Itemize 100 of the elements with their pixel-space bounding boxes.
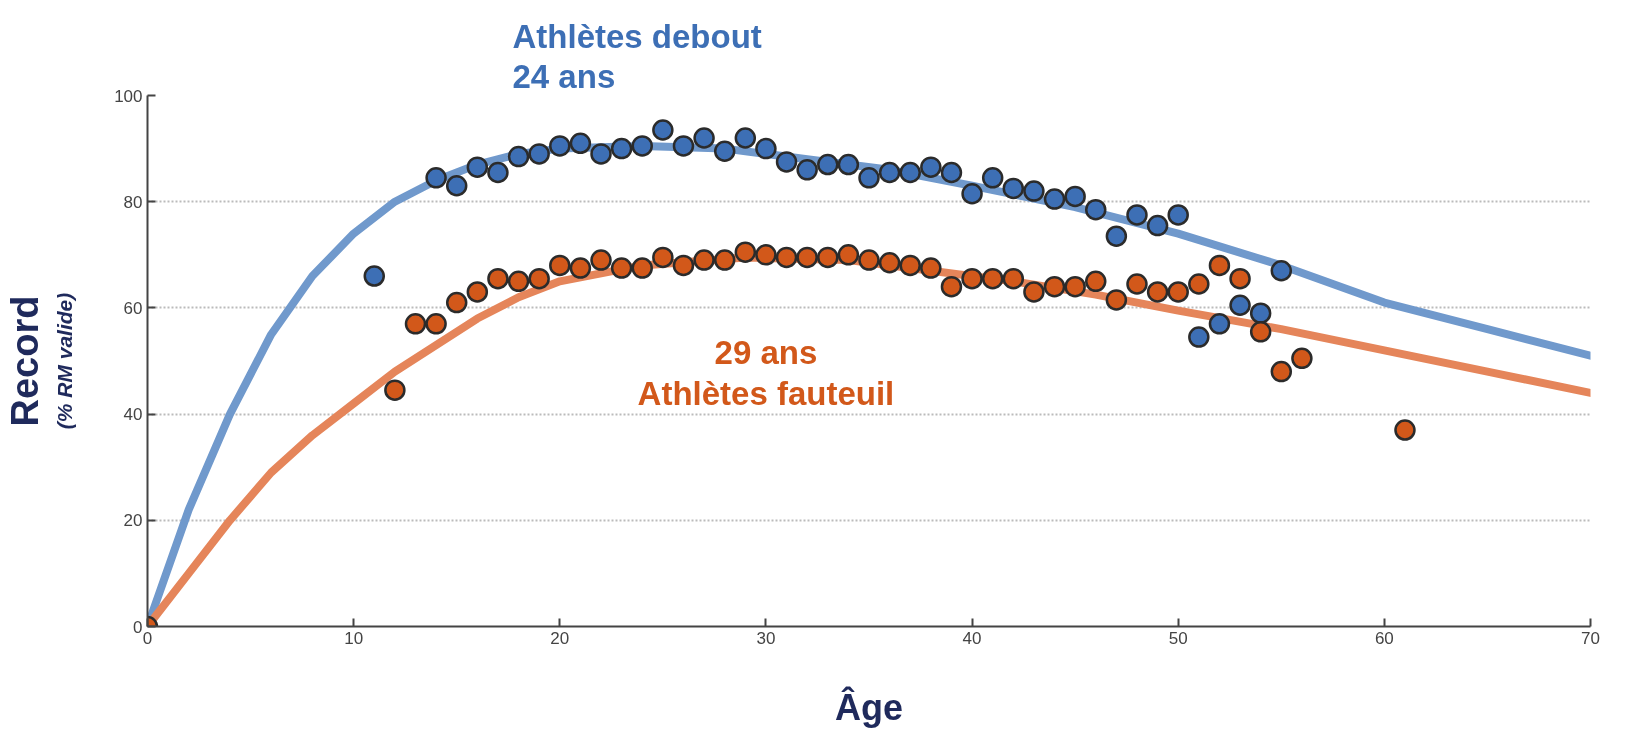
point <box>445 175 468 197</box>
point <box>1043 275 1066 298</box>
point <box>796 246 818 269</box>
point <box>652 246 674 269</box>
x-tick-label: 30 <box>756 628 776 648</box>
point <box>1249 321 1272 343</box>
point <box>940 161 963 184</box>
point <box>1249 302 1272 324</box>
point <box>507 145 530 168</box>
point <box>528 267 550 290</box>
point <box>1126 273 1148 295</box>
point <box>569 257 592 279</box>
point <box>899 161 921 184</box>
point <box>693 249 715 271</box>
point <box>672 135 695 157</box>
point <box>590 249 612 271</box>
text: (% RM valide) <box>53 292 77 430</box>
y-tick-label: 20 <box>123 511 143 531</box>
point <box>507 270 530 293</box>
point <box>384 379 406 401</box>
point <box>631 257 653 279</box>
point <box>1270 260 1293 282</box>
point <box>610 137 633 160</box>
point <box>1188 273 1210 295</box>
point <box>1002 177 1025 200</box>
point <box>1394 419 1416 441</box>
point <box>734 127 757 149</box>
point <box>734 241 757 263</box>
point <box>528 143 550 165</box>
point <box>1126 204 1148 226</box>
point <box>961 267 983 290</box>
point <box>466 281 489 303</box>
point <box>1023 281 1045 303</box>
point <box>549 254 571 277</box>
point <box>652 119 674 141</box>
point <box>1146 214 1169 237</box>
point <box>981 267 1004 290</box>
point <box>1188 326 1210 348</box>
point <box>1023 180 1045 202</box>
point <box>775 246 798 269</box>
point <box>981 167 1004 189</box>
point <box>1270 360 1293 383</box>
point <box>693 127 715 149</box>
point <box>817 246 839 269</box>
point <box>549 135 571 157</box>
point <box>837 244 860 266</box>
annotation: Athlètes debout 24 ans <box>512 17 762 96</box>
x-tick-label: 20 <box>550 628 570 648</box>
point <box>610 257 633 279</box>
point <box>713 140 736 162</box>
point <box>590 143 612 165</box>
point <box>1085 198 1107 221</box>
point <box>1105 289 1128 311</box>
point <box>425 167 447 189</box>
annotation: 29 ans Athlètes fauteuil <box>637 334 895 413</box>
point <box>858 167 880 189</box>
point <box>878 252 901 274</box>
point <box>1229 294 1251 316</box>
point <box>466 156 489 178</box>
point <box>713 249 736 271</box>
point <box>1002 267 1025 290</box>
point <box>940 275 963 298</box>
point <box>755 137 777 160</box>
point <box>1229 267 1251 290</box>
point <box>672 254 695 277</box>
y-tick-label: 100 <box>114 86 143 106</box>
point <box>363 265 386 287</box>
point <box>961 183 983 205</box>
point <box>445 291 468 314</box>
point <box>920 156 942 178</box>
y-tick-label: 80 <box>123 192 143 212</box>
point <box>858 249 880 271</box>
point <box>1208 254 1231 277</box>
point <box>404 313 427 335</box>
point <box>1291 347 1313 370</box>
point <box>425 313 447 335</box>
point <box>631 135 653 157</box>
point <box>878 161 901 184</box>
x-tick-label: 10 <box>344 628 364 648</box>
point <box>569 132 592 155</box>
point <box>920 257 942 279</box>
x-tick-label: 40 <box>962 628 982 648</box>
point <box>817 153 839 176</box>
point <box>1043 188 1066 210</box>
point <box>1105 225 1128 247</box>
point <box>775 151 798 173</box>
point <box>487 267 509 290</box>
y-tick-label: 40 <box>123 405 143 425</box>
point <box>899 254 921 277</box>
point <box>1167 281 1189 303</box>
x-tick-label: 60 <box>1374 628 1394 648</box>
point <box>1167 204 1189 226</box>
y-tick-label: 60 <box>123 298 143 318</box>
point <box>1064 275 1086 298</box>
x-tick-label: 50 <box>1168 628 1188 648</box>
point <box>1208 313 1231 335</box>
point <box>796 159 818 181</box>
x-axis-title: Âge <box>835 685 904 728</box>
point <box>487 161 509 184</box>
point <box>1064 185 1086 208</box>
